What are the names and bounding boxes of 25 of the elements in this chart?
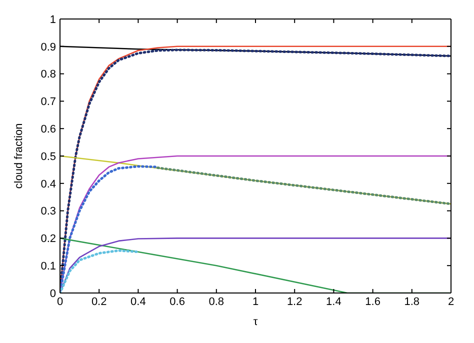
y-axis-title: cloud fraction (12, 123, 25, 189)
y-tick-label: 0.6 (40, 124, 56, 136)
line-series (60, 155, 451, 205)
y-tick-label: 0.8 (40, 68, 56, 81)
x-tick-label: 1 (252, 296, 259, 308)
line-series (60, 249, 140, 293)
x-tick-label: 1.2 (286, 296, 302, 308)
y-tick-label: 0.5 (40, 150, 56, 163)
x-tick-label: 0.2 (91, 296, 107, 308)
y-tick-label: 0.2 (40, 233, 56, 246)
y-tick-label: 1 (50, 14, 56, 26)
x-tick-label: 1.8 (404, 296, 420, 308)
x-axis-title: τ (253, 316, 258, 328)
y-tick-label: 0.1 (40, 260, 56, 273)
y-tick-label: 0.4 (40, 178, 56, 190)
y-tick-label: 0.7 (40, 96, 56, 108)
x-tick-label: 0.6 (170, 296, 185, 308)
y-tick-label: 0.9 (40, 41, 56, 54)
x-tick-label: 0.8 (208, 296, 224, 308)
x-tick-label: 2 (448, 296, 454, 308)
y-tick-label: 0 (50, 288, 56, 300)
x-tick-label: 1.6 (365, 296, 380, 308)
x-tick-label: 1.4 (326, 296, 342, 308)
x-tick-label: 0.4 (130, 296, 146, 308)
y-tick-label: 0.3 (40, 206, 56, 218)
